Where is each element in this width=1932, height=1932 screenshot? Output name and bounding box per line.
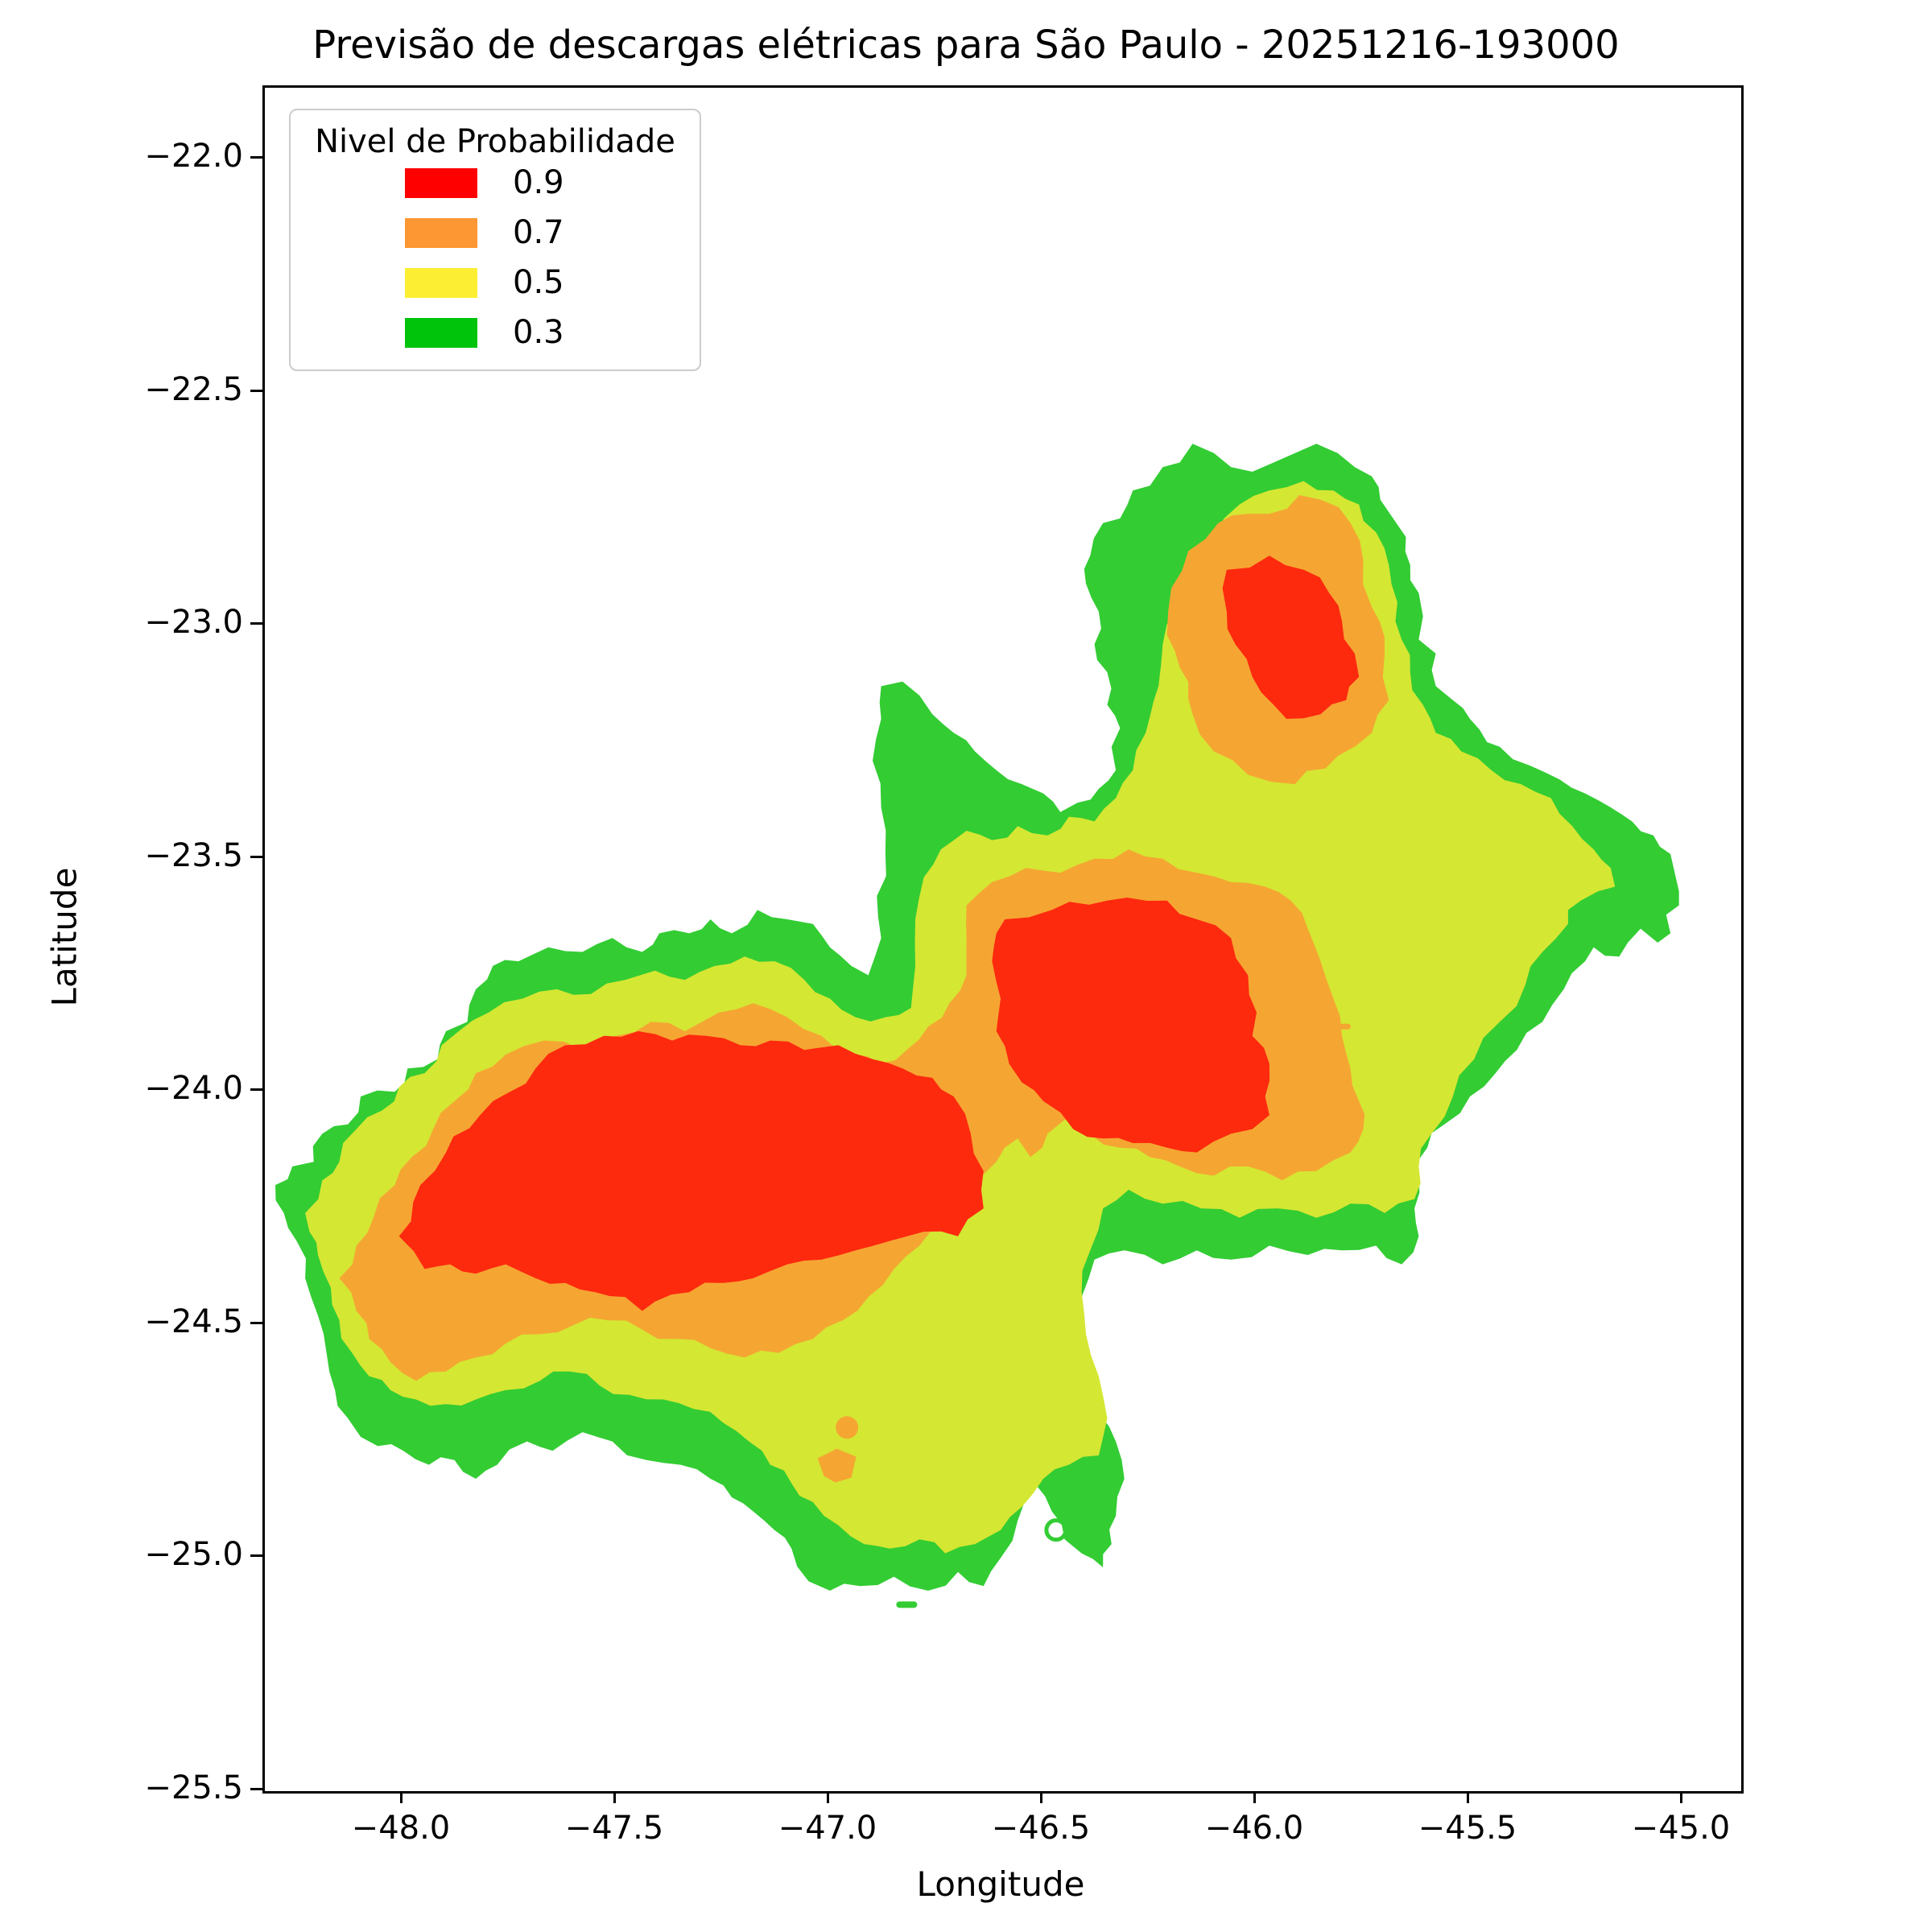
legend-label-0.3: 0.3 [513,314,564,351]
legend-swatch-0.9 [405,168,477,198]
x-axis-label: Longitude [916,1864,1085,1904]
marker-orange-dash [1332,1023,1351,1030]
y-tick-label-0: −22.0 [144,138,243,175]
plot-area: Nivel de Probabilidade 0.9 0.7 0.5 0.3 [262,85,1744,1794]
x-tick-label-2: −47.0 [778,1810,877,1847]
y-tick-label-3: −23.5 [144,836,243,874]
marker-green-ring [1044,1518,1068,1542]
legend-swatch-0.5 [405,268,477,298]
y-tick-label-4: −24.0 [144,1070,243,1108]
y-tick-mark-2 [250,622,262,625]
y-tick-label-6: −25.0 [144,1536,243,1574]
y-axis-label: Latitude [44,867,85,1007]
contour-map [275,444,1679,1608]
x-tick-mark-4 [1253,1791,1256,1803]
legend-label-0.9: 0.9 [513,164,564,201]
y-tick-mark-7 [250,1788,262,1790]
legend-swatch-0.3 [405,318,477,348]
legend-label-0.7: 0.7 [513,214,564,251]
legend-entry-0.9: 0.9 [291,167,700,199]
marker-orange-pentagon [817,1448,857,1483]
marker-green-dash [896,1601,918,1608]
legend-entry-0.5: 0.5 [291,266,700,299]
marker-orange-dot [836,1416,859,1439]
legend: Nivel de Probabilidade 0.9 0.7 0.5 0.3 [289,109,701,371]
y-tick-mark-4 [250,1088,262,1092]
legend-entry-0.7: 0.7 [291,217,700,249]
y-tick-mark-0 [250,156,262,159]
x-tick-mark-6 [1679,1791,1682,1803]
legend-title: Nivel de Probabilidade [315,123,675,160]
y-tick-mark-5 [250,1321,262,1324]
marker-yellow-dot [1378,904,1400,926]
y-tick-mark-1 [250,389,262,392]
x-tick-mark-3 [1039,1791,1042,1803]
legend-swatch-0.7 [405,218,477,248]
legend-label-0.5: 0.5 [513,264,564,301]
x-tick-label-0: −48.0 [351,1810,451,1847]
chart-title: Previsão de descargas elétricas para São… [312,23,1620,68]
x-tick-label-4: −46.0 [1204,1810,1304,1847]
x-tick-label-6: −45.0 [1631,1810,1731,1847]
x-tick-label-1: −47.5 [564,1810,664,1847]
legend-entry-0.3: 0.3 [291,316,700,349]
x-tick-mark-5 [1466,1791,1469,1803]
y-tick-label-5: −24.5 [144,1302,243,1340]
y-tick-mark-3 [250,855,262,858]
contour-region-prob-0.9-central [992,898,1270,1153]
contour-region-prob-0.9-west [398,1031,984,1311]
x-tick-mark-0 [399,1791,402,1803]
x-tick-mark-2 [826,1791,829,1803]
x-tick-label-3: −46.5 [991,1810,1091,1847]
y-tick-label-7: −25.5 [144,1769,243,1806]
x-tick-mark-1 [613,1791,616,1803]
y-tick-mark-6 [250,1554,262,1558]
y-tick-label-1: −22.5 [144,370,243,408]
contour-region-prob-0.9-northeast [1222,555,1360,719]
x-tick-label-5: −45.5 [1418,1810,1517,1847]
marker-yellow-dash [1446,916,1477,923]
y-tick-label-2: −23.0 [144,604,243,642]
